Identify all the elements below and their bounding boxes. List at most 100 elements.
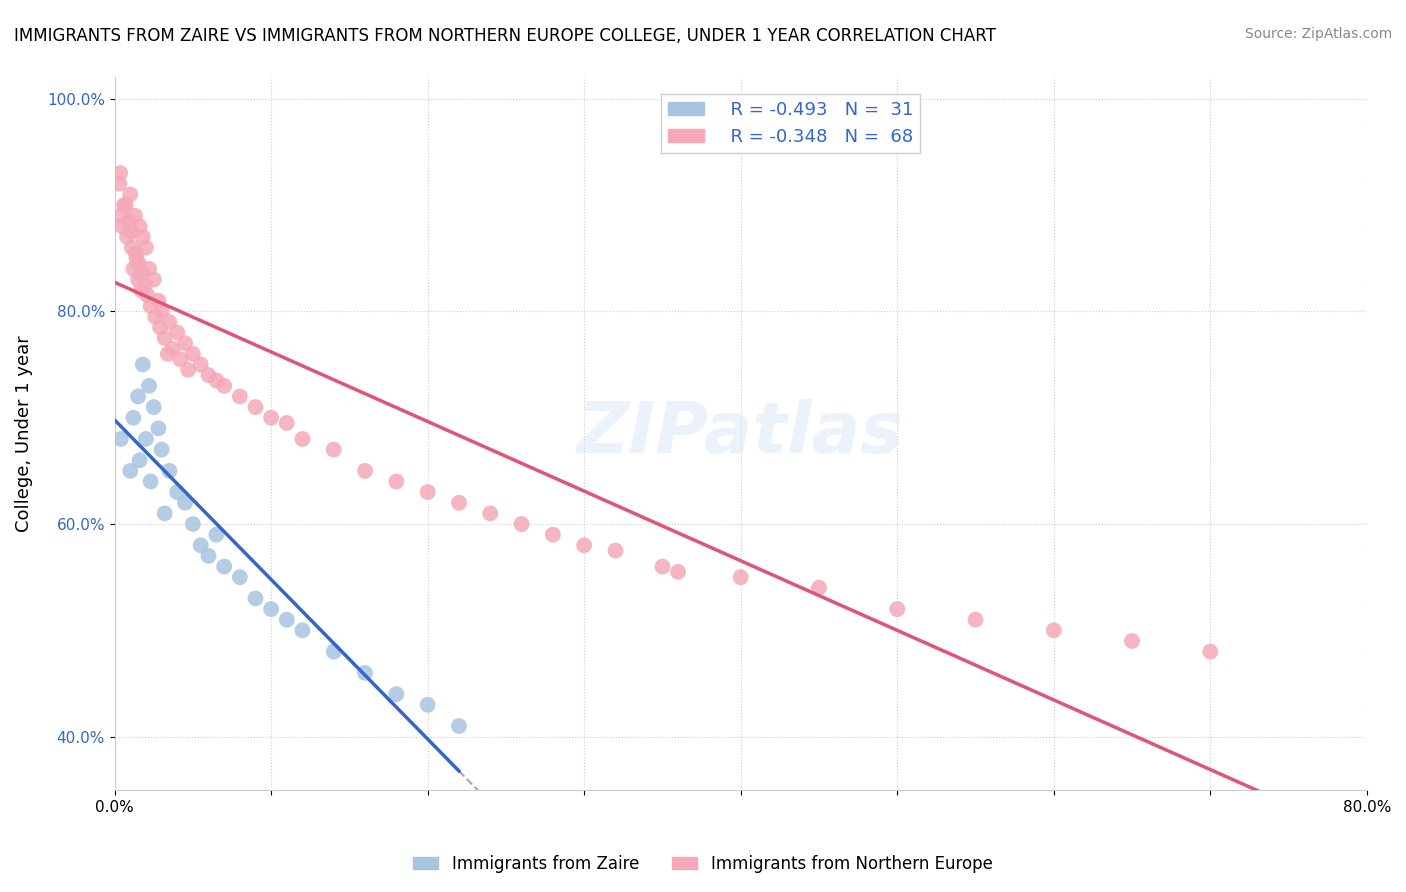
Point	[136, 288, 159, 302]
Point	[447, 719, 470, 733]
Point	[135, 432, 157, 446]
Point	[143, 310, 166, 324]
Point	[120, 464, 142, 478]
Point	[510, 516, 533, 531]
Point	[111, 219, 134, 234]
Point	[354, 665, 377, 680]
Point	[205, 374, 228, 388]
Point	[142, 272, 165, 286]
Point	[166, 485, 188, 500]
Point	[127, 272, 149, 286]
Point	[169, 352, 191, 367]
Point	[148, 293, 170, 308]
Point	[177, 363, 200, 377]
Point	[197, 368, 219, 383]
Point	[447, 496, 470, 510]
Point	[651, 559, 673, 574]
Point	[142, 400, 165, 414]
Point	[108, 177, 131, 191]
Point	[385, 687, 408, 701]
Point	[245, 400, 267, 414]
Point	[229, 570, 252, 584]
Point	[1199, 645, 1222, 659]
Point	[541, 527, 564, 541]
Legend:   R = -0.493   N =  31,   R = -0.348   N =  68: R = -0.493 N = 31, R = -0.348 N = 68	[661, 94, 921, 153]
Point	[1121, 634, 1143, 648]
Point	[260, 602, 283, 616]
Point	[134, 277, 156, 292]
Point	[132, 230, 155, 244]
Point	[166, 326, 188, 340]
Point	[322, 645, 344, 659]
Point	[276, 613, 298, 627]
Y-axis label: College, Under 1 year: College, Under 1 year	[15, 335, 32, 532]
Point	[212, 379, 235, 393]
Point	[138, 261, 160, 276]
Point	[156, 347, 179, 361]
Point	[276, 416, 298, 430]
Point	[291, 432, 314, 446]
Point	[122, 261, 145, 276]
Point	[730, 570, 752, 584]
Point	[807, 581, 830, 595]
Point	[157, 315, 180, 329]
Point	[886, 602, 908, 616]
Point	[181, 347, 204, 361]
Point	[125, 251, 148, 265]
Point	[572, 538, 595, 552]
Point	[148, 421, 170, 435]
Point	[150, 304, 173, 318]
Point	[120, 225, 142, 239]
Text: IMMIGRANTS FROM ZAIRE VS IMMIGRANTS FROM NORTHERN EUROPE COLLEGE, UNDER 1 YEAR C: IMMIGRANTS FROM ZAIRE VS IMMIGRANTS FROM…	[14, 27, 995, 45]
Point	[120, 187, 142, 202]
Point	[115, 230, 138, 244]
Point	[229, 389, 252, 403]
Point	[131, 267, 153, 281]
Point	[416, 698, 439, 712]
Point	[291, 624, 314, 638]
Point	[190, 358, 212, 372]
Point	[385, 475, 408, 489]
Point	[129, 283, 152, 297]
Text: Source: ZipAtlas.com: Source: ZipAtlas.com	[1244, 27, 1392, 41]
Point	[181, 516, 204, 531]
Point	[197, 549, 219, 563]
Point	[416, 485, 439, 500]
Point	[138, 379, 160, 393]
Point	[174, 336, 197, 351]
Point	[135, 241, 157, 255]
Point	[965, 613, 987, 627]
Point	[354, 464, 377, 478]
Point	[174, 496, 197, 510]
Point	[114, 198, 136, 212]
Point	[162, 342, 184, 356]
Point	[110, 209, 132, 223]
Point	[122, 410, 145, 425]
Point	[128, 219, 150, 234]
Point	[245, 591, 267, 606]
Point	[118, 214, 141, 228]
Point	[108, 166, 131, 180]
Point	[157, 464, 180, 478]
Point	[132, 358, 155, 372]
Point	[139, 475, 162, 489]
Point	[127, 389, 149, 403]
Point	[322, 442, 344, 457]
Point	[128, 453, 150, 467]
Point	[260, 410, 283, 425]
Point	[124, 209, 146, 223]
Text: ZIPatlas: ZIPatlas	[576, 399, 904, 468]
Legend: Immigrants from Zaire, Immigrants from Northern Europe: Immigrants from Zaire, Immigrants from N…	[406, 848, 1000, 880]
Point	[150, 442, 173, 457]
Point	[153, 331, 176, 345]
Point	[125, 245, 148, 260]
Point	[153, 507, 176, 521]
Point	[139, 299, 162, 313]
Point	[149, 320, 172, 334]
Point	[110, 432, 132, 446]
Point	[1042, 624, 1064, 638]
Point	[128, 256, 150, 270]
Point	[190, 538, 212, 552]
Point	[605, 543, 627, 558]
Point	[479, 507, 502, 521]
